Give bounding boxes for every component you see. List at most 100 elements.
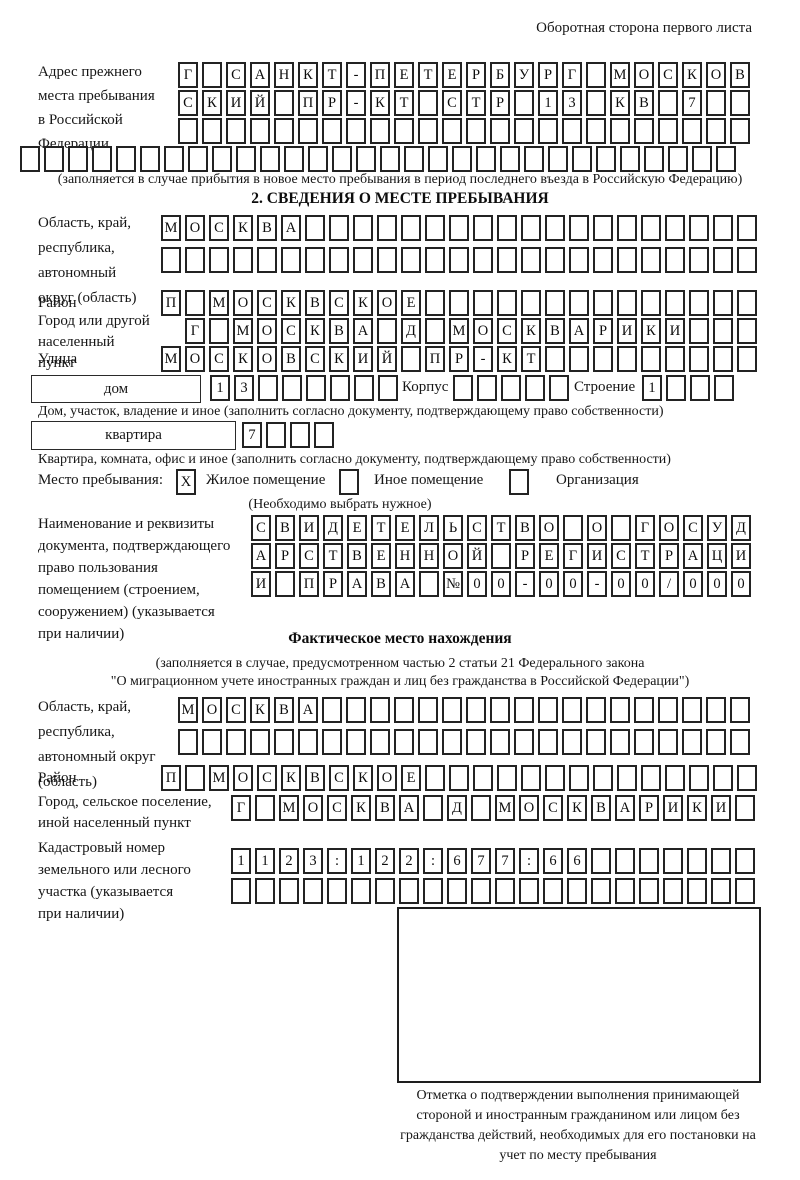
char-cell[interactable] <box>596 146 616 172</box>
char-cell[interactable]: С <box>683 515 703 541</box>
char-cell[interactable]: К <box>567 795 587 821</box>
char-cell[interactable]: 0 <box>611 571 631 597</box>
char-cell[interactable]: О <box>257 346 277 372</box>
char-cell[interactable] <box>471 878 491 904</box>
char-cell[interactable] <box>569 215 589 241</box>
char-cell[interactable]: О <box>377 765 397 791</box>
char-cell[interactable]: У <box>514 62 534 88</box>
char-cell[interactable] <box>202 62 222 88</box>
char-cell[interactable] <box>442 118 462 144</box>
char-cell[interactable] <box>682 697 702 723</box>
char-cell[interactable]: 0 <box>731 571 751 597</box>
char-cell[interactable] <box>514 90 534 116</box>
char-cell[interactable] <box>593 346 613 372</box>
char-cell[interactable]: О <box>185 346 205 372</box>
char-cell[interactable]: 1 <box>642 375 662 401</box>
char-cell[interactable] <box>617 215 637 241</box>
char-cell[interactable] <box>255 878 275 904</box>
char-cell[interactable]: М <box>178 697 198 723</box>
char-cell[interactable] <box>329 247 349 273</box>
char-cell[interactable] <box>274 90 294 116</box>
char-cell[interactable] <box>689 247 709 273</box>
char-cell[interactable]: Е <box>395 515 415 541</box>
char-cell[interactable]: К <box>305 318 325 344</box>
char-cell[interactable] <box>442 729 462 755</box>
char-cell[interactable]: Р <box>323 571 343 597</box>
char-cell[interactable] <box>425 765 445 791</box>
char-cell[interactable]: Е <box>371 543 391 569</box>
char-cell[interactable] <box>353 247 373 273</box>
char-cell[interactable]: И <box>617 318 637 344</box>
char-cell[interactable]: С <box>467 515 487 541</box>
char-cell[interactable] <box>258 375 278 401</box>
char-cell[interactable] <box>329 215 349 241</box>
char-cell[interactable] <box>641 215 661 241</box>
char-cell[interactable] <box>399 878 419 904</box>
char-cell[interactable] <box>425 247 445 273</box>
char-cell[interactable] <box>370 118 390 144</box>
char-cell[interactable]: К <box>351 795 371 821</box>
char-cell[interactable]: С <box>329 290 349 316</box>
char-cell[interactable] <box>394 118 414 144</box>
char-cell[interactable] <box>735 848 755 874</box>
char-cell[interactable]: В <box>730 62 750 88</box>
char-cell[interactable]: 1 <box>255 848 275 874</box>
char-cell[interactable] <box>519 878 539 904</box>
char-cell[interactable] <box>377 318 397 344</box>
char-cell[interactable]: С <box>611 543 631 569</box>
char-cell[interactable] <box>490 118 510 144</box>
checkbox-zhiloe[interactable]: X <box>176 469 196 495</box>
char-cell[interactable] <box>639 848 659 874</box>
char-cell[interactable] <box>548 146 568 172</box>
char-cell[interactable]: Д <box>323 515 343 541</box>
char-cell[interactable] <box>711 848 731 874</box>
char-cell[interactable] <box>737 290 757 316</box>
char-cell[interactable]: О <box>539 515 559 541</box>
char-cell[interactable] <box>332 146 352 172</box>
char-cell[interactable] <box>305 247 325 273</box>
char-cell[interactable] <box>692 146 712 172</box>
char-cell[interactable]: Р <box>593 318 613 344</box>
char-cell[interactable] <box>92 146 112 172</box>
char-cell[interactable] <box>572 146 592 172</box>
char-cell[interactable]: 7 <box>495 848 515 874</box>
char-cell[interactable] <box>473 247 493 273</box>
char-cell[interactable]: Е <box>401 765 421 791</box>
char-cell[interactable]: О <box>233 290 253 316</box>
char-cell[interactable]: К <box>329 346 349 372</box>
char-cell[interactable] <box>687 848 707 874</box>
char-cell[interactable] <box>543 878 563 904</box>
char-cell[interactable]: В <box>371 571 391 597</box>
char-cell[interactable]: : <box>327 848 347 874</box>
char-cell[interactable]: 2 <box>279 848 299 874</box>
char-cell[interactable] <box>615 878 635 904</box>
char-cell[interactable]: И <box>731 543 751 569</box>
char-cell[interactable] <box>404 146 424 172</box>
char-cell[interactable]: С <box>658 62 678 88</box>
char-cell[interactable]: 6 <box>447 848 467 874</box>
checkbox-inoe[interactable] <box>339 469 359 495</box>
char-cell[interactable]: С <box>209 346 229 372</box>
char-cell[interactable] <box>689 318 709 344</box>
char-cell[interactable] <box>322 697 342 723</box>
char-cell[interactable] <box>617 346 637 372</box>
char-cell[interactable]: Р <box>322 90 342 116</box>
char-cell[interactable] <box>370 697 390 723</box>
char-cell[interactable] <box>634 729 654 755</box>
char-cell[interactable] <box>586 62 606 88</box>
char-cell[interactable] <box>563 515 583 541</box>
char-cell[interactable]: 0 <box>635 571 655 597</box>
char-cell[interactable] <box>418 90 438 116</box>
char-cell[interactable]: Р <box>639 795 659 821</box>
char-cell[interactable]: О <box>443 543 463 569</box>
char-cell[interactable]: С <box>178 90 198 116</box>
char-cell[interactable]: - <box>515 571 535 597</box>
char-cell[interactable]: 1 <box>538 90 558 116</box>
char-cell[interactable] <box>257 247 277 273</box>
char-cell[interactable] <box>447 878 467 904</box>
char-cell[interactable] <box>185 765 205 791</box>
char-cell[interactable] <box>682 118 702 144</box>
char-cell[interactable] <box>735 795 755 821</box>
char-cell[interactable] <box>418 729 438 755</box>
char-cell[interactable] <box>665 290 685 316</box>
